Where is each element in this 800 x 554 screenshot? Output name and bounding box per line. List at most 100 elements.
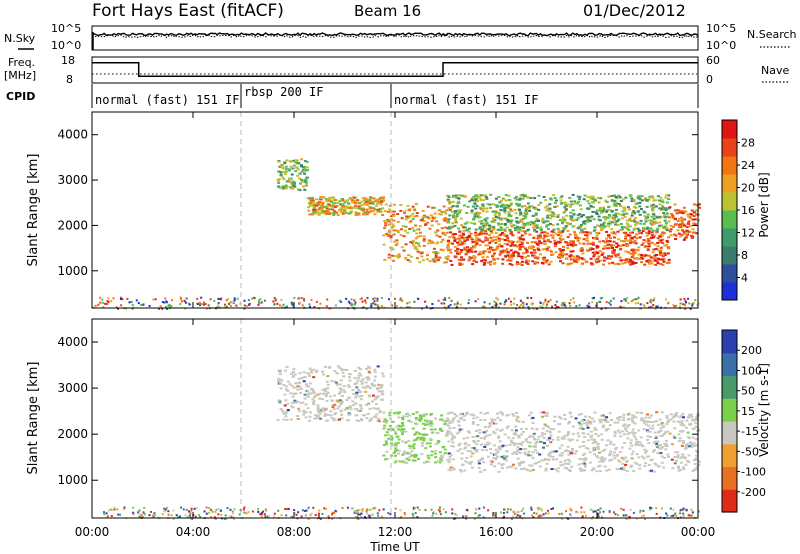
velocity-cell bbox=[603, 418, 607, 421]
velocity-cell bbox=[608, 412, 612, 415]
power-ground-cell bbox=[97, 303, 100, 306]
velocity-ground-cell bbox=[355, 512, 357, 515]
velocity-cell bbox=[500, 411, 504, 414]
power-cell bbox=[332, 214, 336, 216]
velocity-cell bbox=[688, 441, 692, 444]
velocity-cell bbox=[407, 419, 411, 422]
power-cell bbox=[527, 259, 531, 262]
velocity-ground-cell bbox=[267, 515, 270, 518]
velocity-cell bbox=[496, 416, 500, 419]
velocity-cell bbox=[500, 467, 504, 470]
power-ground-cell bbox=[373, 300, 376, 303]
velocity-cell bbox=[339, 388, 343, 391]
power-cell bbox=[626, 239, 630, 242]
velocity-cell bbox=[351, 400, 355, 403]
power-cell bbox=[506, 259, 510, 262]
power-ground-cell bbox=[694, 299, 697, 302]
power-cell bbox=[280, 165, 284, 168]
power-cell bbox=[481, 203, 485, 206]
power-cell bbox=[465, 247, 469, 250]
power-cell bbox=[591, 248, 595, 250]
velocity-cell bbox=[648, 430, 652, 433]
velocity-cell bbox=[409, 420, 413, 423]
velocity-cell bbox=[515, 415, 519, 418]
velocity-cell bbox=[513, 442, 517, 445]
velocity-cell bbox=[577, 413, 581, 416]
velocity-cell bbox=[329, 395, 333, 398]
velocity-cell bbox=[693, 444, 697, 447]
power-ground-cell bbox=[610, 299, 612, 302]
velocity-cell bbox=[543, 432, 547, 435]
velocity-cell bbox=[483, 412, 487, 415]
power-cell bbox=[643, 211, 647, 214]
velocity-cell bbox=[629, 466, 633, 469]
velocity-cell bbox=[306, 395, 310, 398]
velocity-cell bbox=[284, 388, 288, 391]
velocity-cell bbox=[373, 368, 377, 371]
velocity-cell bbox=[295, 382, 299, 385]
power-cell bbox=[315, 198, 319, 201]
velocity-cell bbox=[337, 405, 341, 408]
velocity-ground-cell bbox=[612, 511, 615, 514]
velocity-cell bbox=[355, 386, 359, 389]
power-cell bbox=[281, 176, 285, 179]
power-cell bbox=[644, 220, 648, 223]
power-ground-cell bbox=[547, 300, 550, 303]
velocity-ground-cell bbox=[360, 516, 363, 519]
power-cell bbox=[697, 203, 701, 206]
velocity-ground-cell bbox=[214, 517, 217, 520]
velocity-ground-cell bbox=[697, 510, 700, 513]
power-cell bbox=[667, 247, 671, 250]
velocity-cell bbox=[520, 461, 524, 464]
power-ground-cell bbox=[354, 301, 357, 304]
velocity-cell bbox=[307, 372, 311, 375]
power-ground-cell bbox=[371, 297, 374, 300]
power-ground-cell bbox=[199, 304, 201, 307]
velocity-cell bbox=[520, 468, 524, 470]
velocity-cell bbox=[282, 418, 286, 421]
power-ground-cell bbox=[504, 299, 507, 302]
power-cell bbox=[636, 196, 640, 199]
power-cell bbox=[621, 213, 625, 216]
velocity-cell bbox=[425, 442, 429, 445]
velocity-ground-cell bbox=[193, 507, 196, 510]
power-cell bbox=[305, 166, 309, 169]
velocity-cell bbox=[516, 448, 520, 451]
power-cell bbox=[658, 239, 661, 242]
power-ground-cell bbox=[388, 298, 390, 301]
power-ground-cell bbox=[394, 297, 396, 300]
power-cell bbox=[434, 252, 438, 255]
power-cell bbox=[414, 237, 418, 240]
velocity-cell bbox=[448, 458, 452, 461]
power-cell bbox=[602, 208, 606, 211]
power-cell bbox=[631, 211, 635, 214]
velocity-ground-cell bbox=[243, 511, 245, 514]
power-cell bbox=[363, 211, 367, 214]
velocity-cell bbox=[325, 380, 329, 383]
power-cell bbox=[646, 247, 650, 250]
velocity-cell bbox=[669, 413, 673, 416]
velocity-cell bbox=[376, 365, 380, 368]
velocity-ground-cell bbox=[224, 514, 227, 517]
power-cell bbox=[415, 212, 419, 214]
velocity-cell bbox=[542, 411, 546, 414]
velocity-ground-cell bbox=[509, 508, 512, 511]
velocity-ground-cell bbox=[533, 511, 536, 514]
power-cell bbox=[526, 254, 530, 257]
velocity-cell bbox=[430, 454, 434, 457]
power-cell bbox=[495, 205, 499, 208]
power-cell bbox=[447, 239, 451, 242]
velocity-cell bbox=[497, 436, 500, 439]
velocity-cell bbox=[325, 399, 329, 402]
velocity-ground-cell bbox=[635, 517, 638, 520]
power-cell bbox=[489, 230, 493, 233]
power-ground-cell bbox=[107, 297, 110, 300]
velocity-cell bbox=[336, 365, 340, 368]
velocity-ground-cell bbox=[229, 508, 232, 511]
power-cell bbox=[617, 238, 621, 241]
power-cell bbox=[628, 208, 631, 211]
velocity-ground-cell bbox=[477, 515, 480, 518]
velocity-cell bbox=[388, 414, 392, 417]
velocity-ground-cell bbox=[304, 514, 307, 517]
power-ground-cell bbox=[623, 298, 626, 301]
